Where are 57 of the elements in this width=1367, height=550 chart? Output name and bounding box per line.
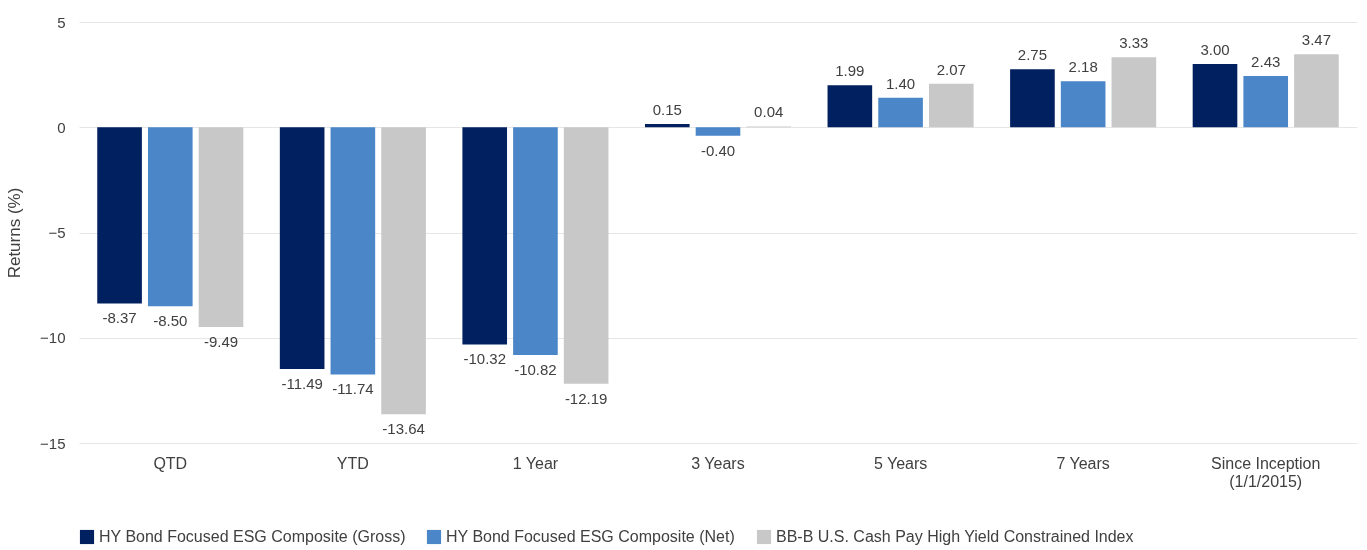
- bar: [1192, 64, 1238, 128]
- bar: [97, 127, 142, 304]
- data-label: -10.82: [514, 361, 557, 379]
- bar: [279, 127, 325, 370]
- bar: [827, 85, 873, 128]
- bar: [695, 127, 741, 136]
- data-label: 0.04: [754, 103, 784, 121]
- bar: [644, 124, 690, 128]
- bar: [198, 127, 244, 328]
- bar: [381, 127, 426, 415]
- x-tick-label: Since Inception (1/1/2015): [1211, 454, 1321, 490]
- bar: [1010, 69, 1055, 128]
- data-label: 1.40: [885, 74, 916, 92]
- bar: [563, 127, 609, 384]
- data-label: 2.18: [1068, 58, 1098, 76]
- x-tick-label: 3 Years: [691, 454, 745, 472]
- bar: [1111, 57, 1157, 128]
- data-label: -12.19: [564, 389, 608, 407]
- data-label: 3.33: [1119, 34, 1149, 52]
- y-axis-title: Returns (%): [5, 187, 25, 279]
- data-label: -0.40: [700, 141, 736, 159]
- x-tick-label: YTD: [336, 454, 369, 472]
- bar: [330, 127, 376, 375]
- data-label: -13.64: [382, 420, 425, 438]
- data-label: 2.43: [1251, 53, 1281, 71]
- bar: [928, 83, 974, 128]
- legend-label: HY Bond Focused ESG Composite (Net): [446, 528, 735, 545]
- y-tick-label: 5: [57, 13, 66, 31]
- bar: [878, 97, 923, 128]
- data-label: -8.37: [102, 309, 137, 327]
- x-tick-label: 5 Years: [873, 454, 928, 472]
- bar: [1060, 81, 1106, 128]
- data-label: -11.74: [332, 380, 374, 398]
- data-label: 3.47: [1301, 31, 1332, 49]
- y-tick-label: −5: [48, 224, 66, 241]
- bar: [1243, 76, 1289, 128]
- x-tick-label: 7 Years: [1056, 454, 1110, 472]
- y-tick-label: −15: [40, 434, 66, 452]
- bar: [513, 127, 558, 356]
- data-label: -10.32: [463, 350, 506, 368]
- data-label: -8.50: [153, 312, 188, 330]
- bar: [147, 127, 193, 307]
- x-tick-label: QTD: [153, 454, 188, 472]
- data-label: 2.75: [1017, 46, 1048, 64]
- data-label: -11.49: [281, 375, 323, 393]
- y-tick-label: 0: [57, 118, 66, 136]
- bar: [1294, 54, 1339, 128]
- x-tick-label: 1 Year: [512, 454, 559, 472]
- data-label: 0.15: [652, 101, 682, 119]
- data-label: 3.00: [1200, 41, 1230, 59]
- data-label: 1.99: [835, 62, 865, 80]
- legend-label: HY Bond Focused ESG Composite (Gross): [99, 528, 406, 545]
- y-tick-label: −10: [40, 329, 66, 347]
- data-label: 2.07: [936, 60, 966, 78]
- bar: [462, 127, 508, 345]
- legend-label: BB-B U.S. Cash Pay High Yield Constrained Index: [776, 528, 1134, 545]
- data-label: -9.49: [203, 333, 239, 351]
